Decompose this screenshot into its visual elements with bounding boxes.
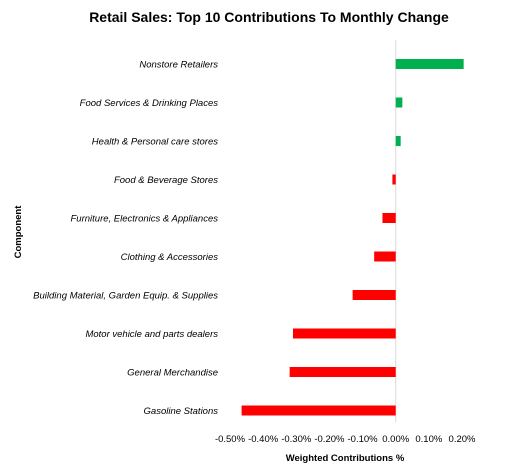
x-tick-label: 0.10% [415,434,442,445]
x-tick-label: 0.20% [449,434,476,445]
x-tick-label: 0.00% [382,434,409,445]
bar [352,290,396,300]
bar [395,136,401,146]
category-label: Gasoline Stations [144,406,219,417]
bar [395,97,403,108]
category-label: Furniture, Electronics & Appliances [71,214,219,225]
x-tick-label: -0.30% [281,434,312,445]
x-tick-label: -0.40% [248,434,279,445]
chart-title: Retail Sales: Top 10 Contributions To Mo… [89,9,449,25]
x-tick-labels-group: -0.50% -0.40% -0.30% -0.20% -0.10% 0.00% 0.10%… [215,434,476,445]
category-label: Building Material, Garden Equip. & Suppl… [33,291,218,302]
x-tick-label: -0.50% [215,434,246,445]
category-label: Food Services & Drinking Places [80,98,219,109]
bar [374,251,396,262]
category-label: Clothing & Accessories [121,252,219,263]
bar [392,174,396,185]
bars-group [241,59,464,416]
category-label: Motor vehicle and parts dealers [85,329,218,340]
x-tick-label: -0.20% [314,434,345,445]
y-axis-title: Component [13,205,24,259]
x-axis-title: Weighted Contributions % [286,453,405,464]
bar [382,213,396,223]
category-label: Health & Personal care stores [92,137,218,148]
bar [292,328,396,339]
category-label: Nonstore Retailers [139,60,218,71]
bar [395,59,464,69]
category-label: Food & Beverage Stores [114,175,218,186]
category-label: General Merchandise [127,368,218,379]
x-tick-label: -0.10% [348,434,379,445]
category-labels-group: Nonstore Retailers Food Services & Drinki… [33,60,218,418]
bar [289,367,396,377]
bar [241,405,396,416]
